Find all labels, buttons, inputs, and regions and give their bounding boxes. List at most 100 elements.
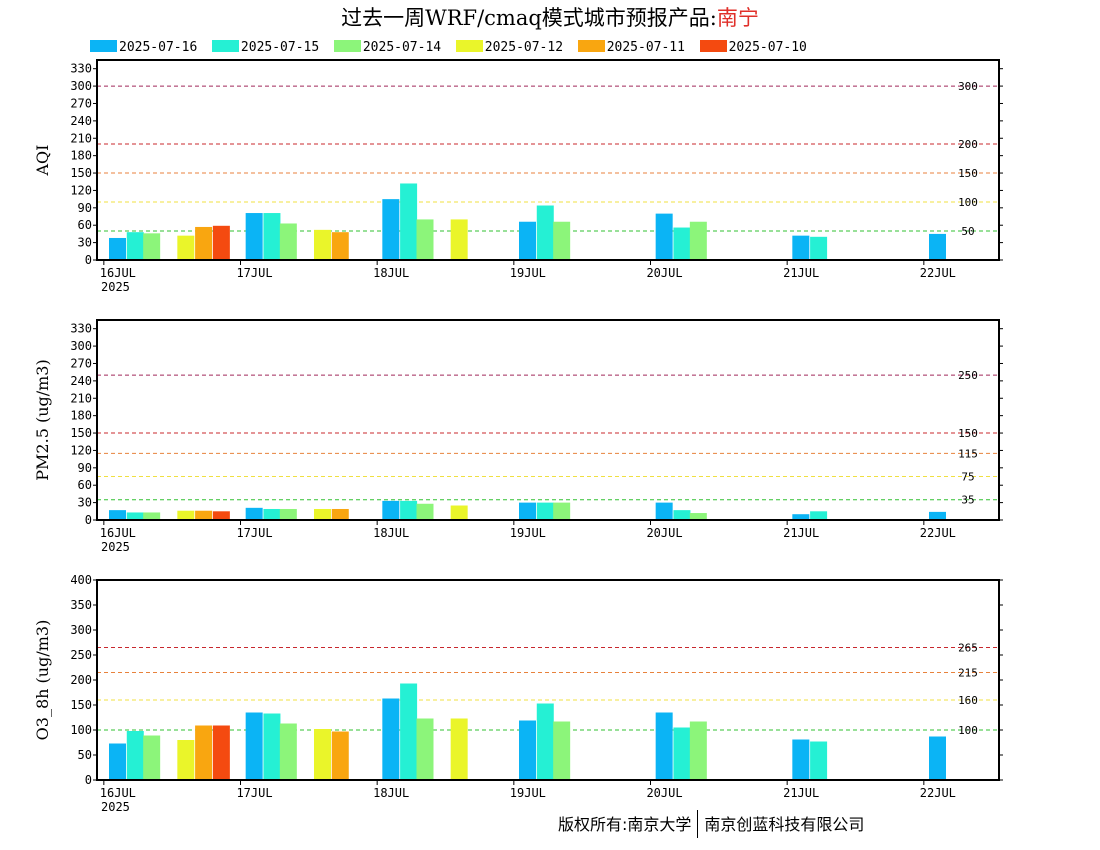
threshold-label: 215: [958, 667, 978, 680]
plot-frame: [96, 319, 1000, 521]
y-tick-label: 120: [70, 183, 92, 197]
x-tick-label: 19JUL: [510, 786, 546, 800]
chart-title: 过去一周WRF/cmaq模式城市预报产品:南宁: [0, 2, 1100, 32]
bar: [382, 199, 400, 260]
bar: [519, 502, 536, 520]
y-tick-label: 90: [78, 201, 92, 215]
y-tick-label: 240: [70, 374, 92, 388]
bar: [279, 223, 297, 260]
threshold-label: 250: [958, 369, 978, 382]
bar: [143, 735, 161, 780]
bar: [929, 233, 946, 260]
bar: [655, 213, 673, 260]
y-tick-label: 240: [70, 114, 92, 128]
bar: [314, 729, 331, 780]
bar: [331, 232, 349, 260]
y-tick-label: 150: [70, 698, 92, 712]
threshold-label: 200: [958, 138, 978, 151]
bar: [416, 503, 434, 520]
bar: [450, 505, 468, 520]
x-year-label: 2025: [101, 280, 130, 294]
chart-panel: 250 150 115 75 35 0 30 60 90 120 150 180 210 240 270 30…: [33, 319, 1003, 554]
bar: [536, 205, 554, 260]
bar: [109, 510, 126, 520]
bar: [673, 227, 691, 260]
bar: [400, 183, 418, 260]
legend-label: 2025-07-10: [728, 40, 807, 55]
y-tick-label: 330: [70, 62, 92, 76]
bar: [519, 720, 536, 780]
legend-item: 2025-07-14: [333, 40, 442, 56]
y-tick-label: 90: [78, 461, 92, 475]
bar: [810, 741, 828, 780]
y-tick-label: 120: [70, 443, 92, 457]
bar: [673, 727, 691, 780]
footer-owner: 版权所有:南京大学: [558, 815, 692, 834]
bar: [331, 508, 349, 520]
bar: [382, 500, 400, 520]
legend-label: 2025-07-14: [362, 40, 442, 55]
bar: [536, 703, 554, 780]
bar: [126, 512, 144, 520]
bar: [126, 232, 144, 260]
threshold-label: 35: [961, 494, 974, 507]
x-tick-label: 16JUL: [100, 786, 136, 800]
x-tick-label: 17JUL: [236, 266, 272, 280]
bar: [400, 683, 418, 780]
x-tick-label: 17JUL: [236, 786, 272, 800]
y-tick-label: 180: [70, 149, 92, 163]
bar: [314, 508, 331, 520]
x-tick-label: 21JUL: [783, 786, 819, 800]
legend-swatch: [90, 40, 117, 52]
bar: [382, 698, 400, 780]
y-tick-label: 270: [70, 356, 92, 370]
bar: [279, 508, 297, 520]
bar: [655, 712, 673, 780]
legend-item: 2025-07-10: [699, 40, 807, 56]
threshold-label: 50: [961, 225, 974, 238]
bar: [314, 229, 331, 260]
bar: [245, 712, 263, 780]
x-year-label: 2025: [101, 800, 130, 814]
bar: [416, 219, 434, 260]
x-tick-label: 18JUL: [373, 266, 409, 280]
bar: [177, 510, 195, 520]
threshold-label: 150: [958, 167, 978, 180]
y-tick-label: 210: [70, 131, 92, 145]
plot-frame: [96, 59, 1000, 261]
x-tick-label: 19JUL: [510, 266, 546, 280]
y-tick-label: 30: [78, 236, 92, 250]
y-tick-label: 150: [70, 426, 92, 440]
bar: [245, 213, 263, 260]
y-tick-label: 250: [70, 648, 92, 662]
chart-panel: 300 200 150 100 50 0 30 60 90 120 150 180 210 240 270 3…: [33, 59, 1003, 294]
bar: [655, 502, 673, 520]
bar: [195, 725, 213, 780]
y-tick-label: 0: [85, 253, 92, 267]
x-tick-label: 20JUL: [646, 526, 682, 540]
legend-label: 2025-07-15: [240, 40, 320, 55]
footer-company: 南京创蓝科技有限公司: [704, 815, 865, 834]
y-tick-label: 0: [85, 773, 92, 787]
y-tick-label: 60: [78, 478, 92, 492]
threshold-label: 265: [958, 642, 978, 655]
bar: [536, 502, 554, 520]
legend-item: 2025-07-15: [211, 40, 320, 56]
bar: [109, 743, 126, 780]
bar: [673, 510, 691, 520]
bar: [212, 225, 230, 260]
threshold-label: 100: [958, 196, 978, 209]
copyright-footer: 版权所有:南京大学 南京创蓝科技有限公司: [558, 810, 864, 838]
bar: [279, 723, 297, 780]
legend-item: 2025-07-11: [577, 40, 685, 56]
y-tick-label: 400: [70, 573, 92, 587]
bar: [810, 511, 828, 520]
bar: [263, 213, 281, 260]
legend-swatch: [455, 40, 483, 52]
x-tick-label: 16JUL: [100, 266, 136, 280]
x-tick-label: 20JUL: [646, 786, 682, 800]
bar: [689, 221, 707, 260]
bar: [416, 718, 434, 780]
y-tick-label: 150: [70, 166, 92, 180]
x-tick-label: 18JUL: [373, 786, 409, 800]
